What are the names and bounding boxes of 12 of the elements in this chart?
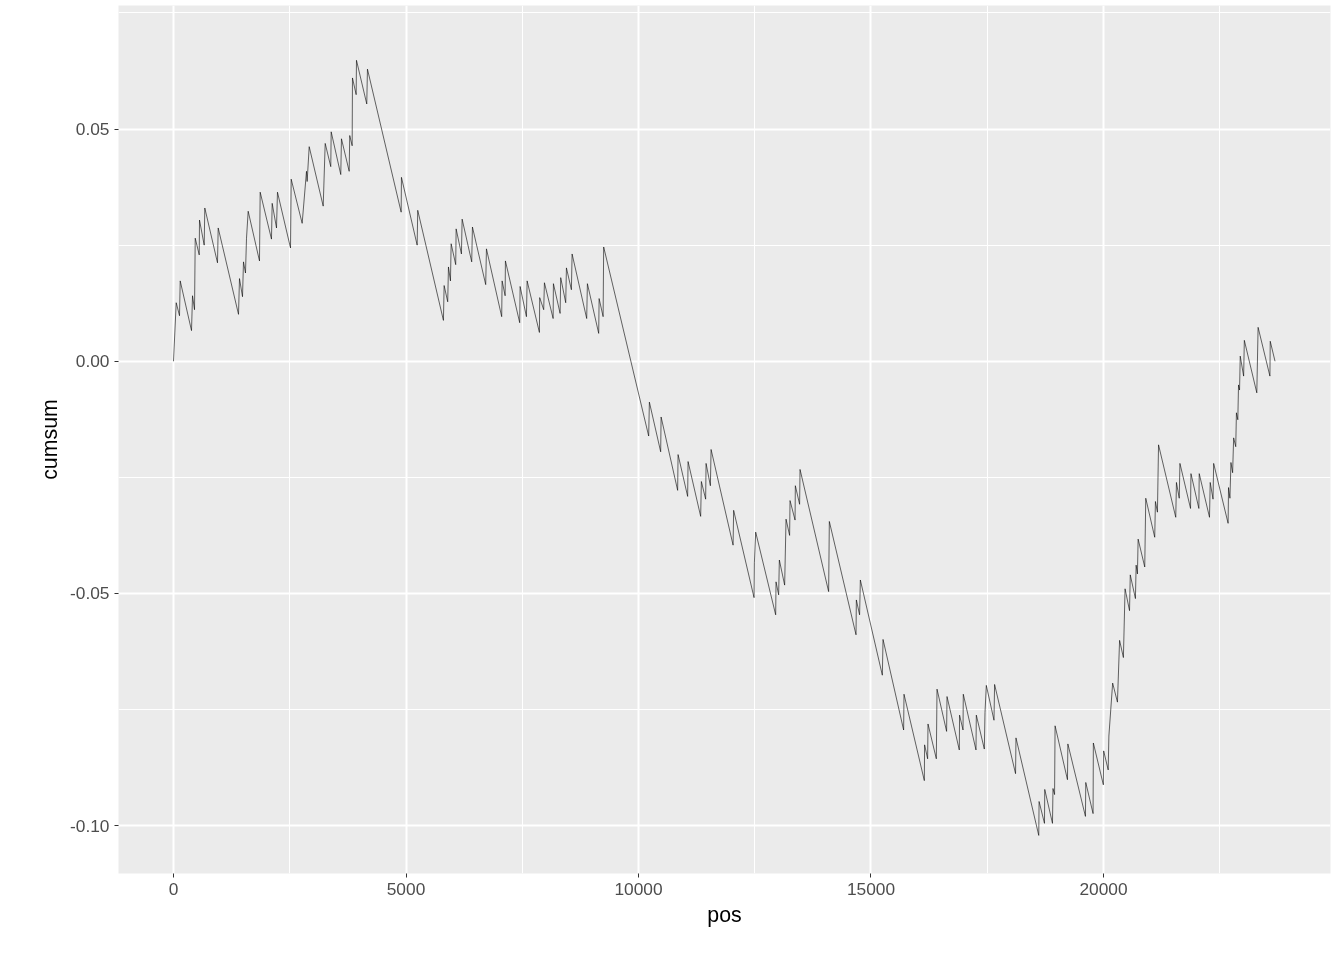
y-tick-label: 0.00 (75, 351, 110, 372)
y-axis-title: cumsum (38, 399, 62, 480)
x-tick-label: 15000 (846, 878, 896, 899)
y-tick-label: -0.10 (70, 815, 110, 836)
x-axis-title: pos (707, 902, 742, 927)
x-tick-label: 20000 (1079, 878, 1128, 899)
x-tick-label: 5000 (386, 878, 426, 899)
y-tick-label: -0.05 (70, 583, 110, 604)
line-series (173, 60, 1276, 836)
y-tick-label: 0.05 (75, 119, 110, 140)
x-tick-label: 10000 (614, 878, 663, 899)
x-tick-label: 0 (168, 878, 179, 899)
